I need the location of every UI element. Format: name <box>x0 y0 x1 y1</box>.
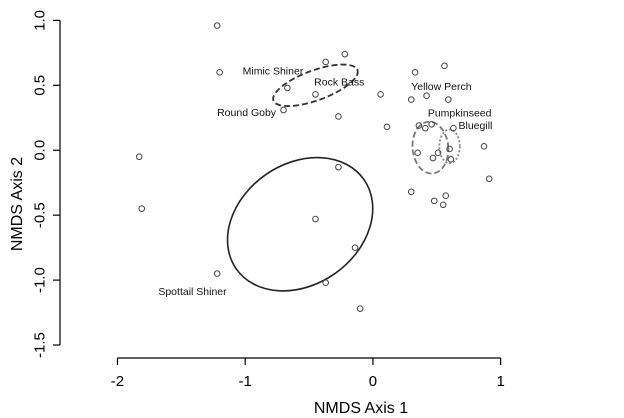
data-point <box>280 106 287 114</box>
data-point <box>411 69 419 76</box>
data-point <box>441 62 448 70</box>
x-tick-label: 0 <box>369 373 377 390</box>
data-point <box>335 113 342 120</box>
data-point <box>213 22 221 29</box>
data-point <box>407 188 415 196</box>
data-point <box>312 91 319 98</box>
data-point <box>480 143 488 150</box>
data-point <box>351 244 359 251</box>
data-point <box>284 84 291 92</box>
x-tick-label: -1 <box>239 373 252 390</box>
group-ellipse-3 <box>438 128 461 165</box>
data-point <box>213 270 221 277</box>
data-point <box>430 197 438 205</box>
data-point <box>422 124 429 132</box>
data-point <box>377 91 384 98</box>
data-point <box>407 96 415 103</box>
data-point <box>356 305 364 312</box>
points-layer <box>135 22 493 312</box>
data-point <box>439 201 447 209</box>
data-point <box>485 175 493 183</box>
data-point <box>446 145 453 153</box>
data-point <box>415 122 423 129</box>
group-label: Spottail Shiner <box>158 286 227 298</box>
data-point <box>322 279 329 286</box>
group-label: Yellow Perch <box>411 81 471 93</box>
data-point <box>423 92 430 100</box>
data-point <box>414 149 421 157</box>
x-axis-title: NMDS Axis 1 <box>314 400 408 417</box>
y-tick-label: -0.5 <box>32 202 49 228</box>
group-ellipse-1 <box>226 156 374 292</box>
group-ellipse-0 <box>272 63 359 107</box>
data-point <box>335 163 342 171</box>
data-point <box>444 96 452 103</box>
y-axis-title: NMDS Axis 2 <box>9 157 26 251</box>
ellipse-layer <box>226 63 461 292</box>
group-label: Mimic Shiner <box>243 65 304 77</box>
group-label: Pumpkinseed <box>428 107 492 119</box>
data-point <box>442 192 450 199</box>
data-point <box>216 69 223 76</box>
data-point <box>429 154 437 162</box>
group-label: Rock Bass <box>314 76 364 88</box>
data-point <box>135 153 143 161</box>
x-tick-label: -2 <box>111 373 124 390</box>
y-tick-label: 0.5 <box>32 75 49 96</box>
y-tick-label: -1.0 <box>32 267 49 293</box>
group-label: Round Goby <box>217 107 277 119</box>
group-ellipse-2 <box>411 120 450 175</box>
data-point <box>450 124 457 132</box>
data-point <box>138 205 146 212</box>
data-point <box>447 156 455 163</box>
group-labels-layer: Mimic Shiner Rock Bass Round Goby Spottail … <box>158 65 492 298</box>
data-point <box>434 149 442 157</box>
y-tick-label: -1.5 <box>32 332 49 358</box>
y-tick-label: 1.0 <box>32 10 49 31</box>
group-label: Bluegill <box>459 120 493 132</box>
data-point <box>383 123 391 131</box>
y-tick-label: 0.0 <box>32 140 49 161</box>
data-point <box>312 215 319 223</box>
data-point <box>322 58 329 66</box>
data-point <box>428 120 435 128</box>
data-point <box>341 50 349 58</box>
axes-layer: -1.5 -1.0 -0.5 0.0 0.5 1.0 -2 -1 0 1 <box>32 10 505 390</box>
x-tick-label: 1 <box>496 373 504 390</box>
